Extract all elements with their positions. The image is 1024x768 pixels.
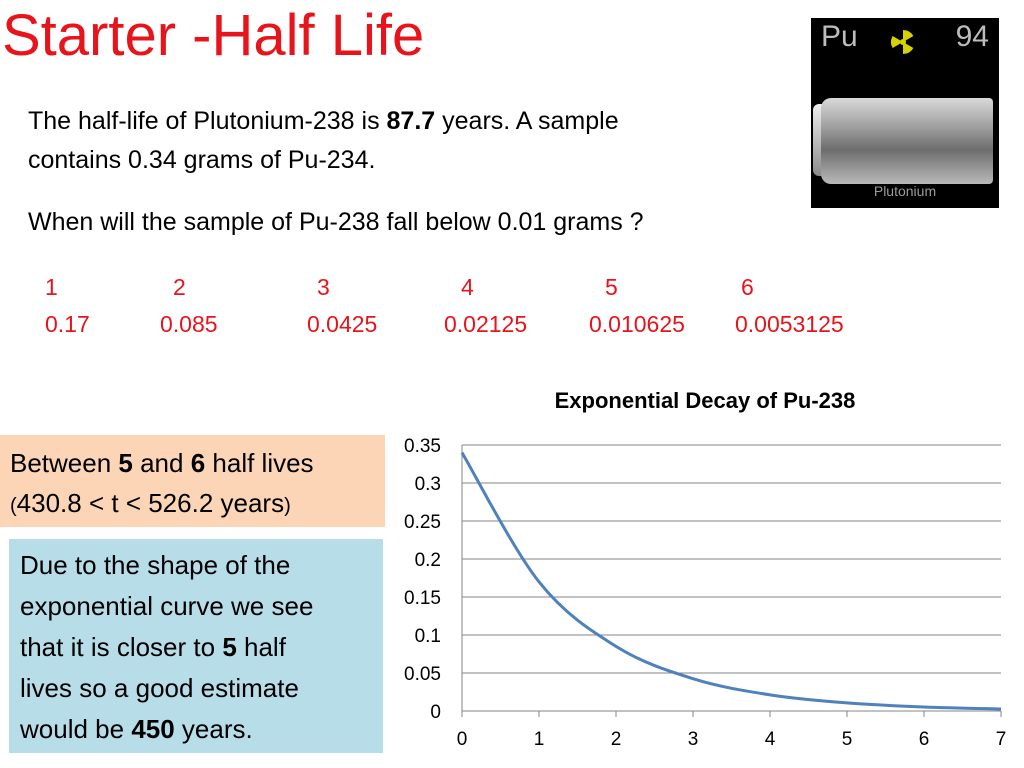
half-life-number: 2 [173, 274, 186, 300]
open-paren: ( [10, 495, 17, 517]
estimate-box: Due to the shape of the exponential curv… [9, 539, 383, 753]
plutonium-element-image: Pu 94 Plutonium [811, 18, 999, 208]
text: and [132, 448, 191, 478]
half-life-number-row: 1 2 3 4 5 6 [0, 274, 1024, 308]
lower-half-lives: 5 [118, 448, 133, 478]
estimate-line: that it is closer to 5 half [20, 627, 383, 668]
estimate-line: lives so a good estimate [20, 673, 299, 703]
answer-range-line-1: Between 5 and 6 half lives [10, 443, 385, 483]
decay-curve-line [460, 451, 1002, 711]
y-tick-label: 0.1 [415, 626, 441, 647]
mass-value: 0.085 [160, 311, 218, 337]
text: half lives [205, 448, 314, 478]
mass-value: 0.17 [45, 311, 90, 337]
x-tick-label: 0 [457, 729, 468, 750]
intro-text-pre: The half-life of Plutonium-238 is [28, 107, 387, 135]
y-tick-label: 0.05 [404, 664, 441, 685]
x-tick-label: 3 [688, 729, 699, 750]
intro-text-post: years. A sample [435, 107, 619, 135]
text: that it is closer to [20, 632, 223, 662]
close-paren: ) [284, 495, 291, 517]
half-life-number: 6 [741, 274, 754, 300]
estimate-line: Due to the shape of the [20, 550, 291, 580]
text: Between [10, 448, 119, 478]
half-life-value-row: 0.17 0.085 0.0425 0.02125 0.010625 0.005… [0, 311, 1024, 345]
estimate-years: 450 [131, 714, 175, 744]
text: would be [20, 714, 132, 744]
x-tick-label: 7 [996, 729, 1007, 750]
element-symbol: Pu [821, 20, 858, 53]
intro-line-2: contains 0.34 grams of Pu-234. [28, 146, 376, 174]
text: years. [174, 714, 253, 744]
mass-value: 0.0425 [307, 311, 378, 337]
answer-range-box: Between 5 and 6 half lives (430.8 < t < … [0, 435, 385, 527]
radiation-icon [890, 29, 916, 55]
mass-value: 0.02125 [444, 311, 528, 337]
y-tick-label: 0.3 [415, 474, 441, 495]
y-tick-label: 0 [430, 702, 441, 723]
slide-title: Starter -Half Life [2, 3, 425, 68]
answer-range-line-2: (430.8 < t < 526.2 years) [10, 483, 385, 526]
x-tick-label: 2 [611, 729, 622, 750]
estimate-line: exponential curve we see [20, 591, 314, 621]
text: half [236, 632, 286, 662]
chart-title: Exponential Decay of Pu-238 [554, 388, 856, 413]
y-tick-label: 0.35 [404, 436, 441, 457]
half-life-value: 87.7 [386, 107, 436, 135]
question-text: When will the sample of Pu-238 fall belo… [28, 208, 644, 236]
half-life-number: 4 [461, 274, 474, 300]
cylinder-body [821, 98, 993, 184]
intro-line-1: The half-life of Plutonium-238 is 87.7 y… [28, 102, 619, 140]
atomic-number: 94 [955, 20, 989, 53]
half-life-number: 1 [45, 274, 58, 300]
upper-half-lives: 6 [190, 448, 206, 478]
mass-value: 0.0053125 [735, 311, 844, 337]
mass-value: 0.010625 [589, 311, 685, 337]
x-tick-label: 6 [919, 729, 930, 750]
x-tick-label: 5 [842, 729, 853, 750]
x-tick-label: 4 [765, 729, 776, 750]
half-life-number: 3 [317, 274, 330, 300]
y-tick-label: 0.2 [415, 550, 441, 571]
x-tick-label: 1 [534, 729, 545, 750]
decay-chart: 0 0.05 0.1 0.15 0.2 0.25 0.3 0.35 0 1 2 3 4 5 6 7 [404, 436, 1007, 750]
time-range: 430.8 < t < 526.2 years [16, 488, 285, 518]
half-life-number: 5 [605, 274, 618, 300]
estimate-line: would be 450 years. [20, 709, 383, 750]
y-tick-label: 0.15 [404, 588, 441, 609]
estimate-half-lives: 5 [222, 632, 237, 662]
element-name: Plutonium [873, 183, 937, 199]
y-tick-label: 0.25 [404, 512, 441, 533]
